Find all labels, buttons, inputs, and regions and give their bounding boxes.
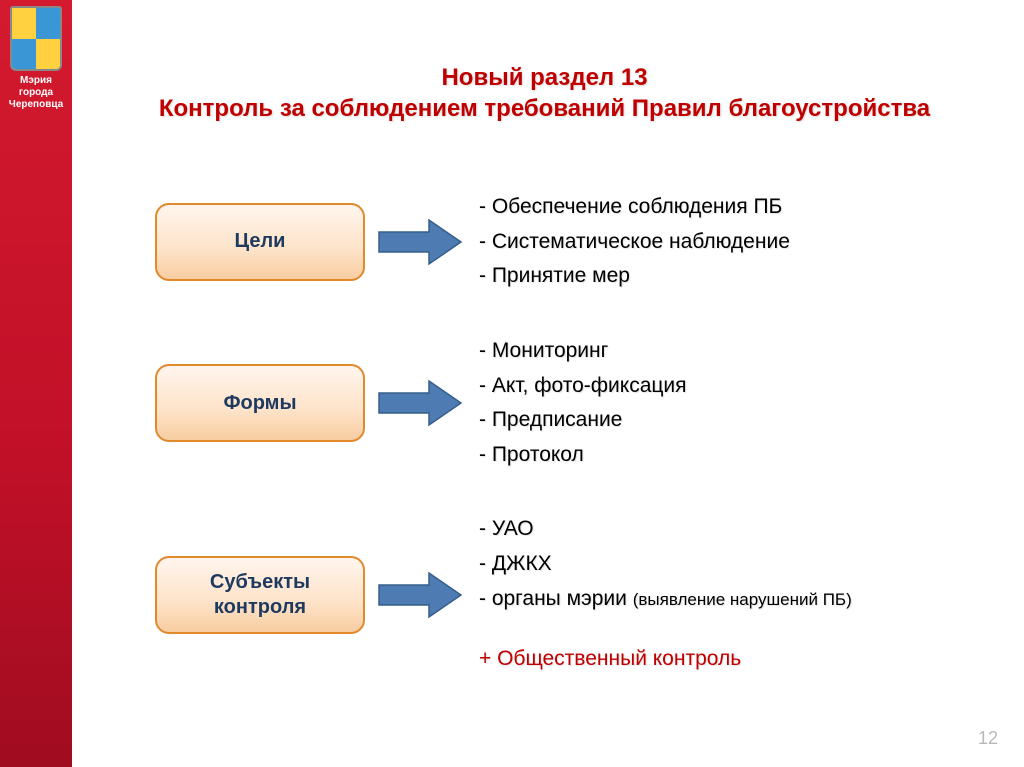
list-item: - УАО xyxy=(479,512,852,547)
title-line2: Контроль за соблюдением требований Прави… xyxy=(159,95,930,122)
org-caption: Мэрия города Череповца xyxy=(0,75,72,111)
title-line1: Новый раздел 13 xyxy=(441,64,647,91)
box-goals: Цели xyxy=(155,203,365,281)
org-line3: Череповца xyxy=(9,99,63,110)
org-line2: города xyxy=(19,87,53,98)
diagram-rows: Цели - Обеспечение соблюдения ПБ- Система… xyxy=(155,190,955,717)
diagram-row: Формы- Мониторинг- Акт, фото-фиксация- П… xyxy=(155,334,955,473)
box-forms: Формы xyxy=(155,364,365,442)
list-item: - ДЖКХ xyxy=(479,547,852,582)
row-items: - УАО- ДЖКХ- органы мэрии (выявление нар… xyxy=(479,512,852,677)
row-items: - Мониторинг- Акт, фото-фиксация- Предпи… xyxy=(479,334,687,473)
list-item: - Принятие мер xyxy=(479,259,790,294)
sidebar: Мэрия города Череповца xyxy=(0,0,72,767)
list-item: - Мониторинг xyxy=(479,334,687,369)
list-item: - Протокол xyxy=(479,438,687,473)
diagram-row: Цели - Обеспечение соблюдения ПБ- Система… xyxy=(155,190,955,294)
arrow-right-icon xyxy=(375,212,465,272)
list-item: - Обеспечение соблюдения ПБ xyxy=(479,190,790,225)
org-line1: Мэрия xyxy=(20,75,52,86)
city-crest-icon xyxy=(10,6,62,71)
list-item: - Систематическое наблюдение xyxy=(479,225,790,260)
arrow-right-icon xyxy=(375,565,465,625)
page-number: 12 xyxy=(978,728,998,749)
extra-note: + Общественный контроль xyxy=(479,642,852,677)
box-subjects: Субъекты контроля xyxy=(155,556,365,634)
list-item-paren: (выявление нарушений ПБ) xyxy=(633,590,852,609)
diagram-row: Субъекты контроля - УАО- ДЖКХ- органы мэр… xyxy=(155,512,955,677)
list-item: - Акт, фото-фиксация xyxy=(479,369,687,404)
list-item: - органы мэрии (выявление нарушений ПБ) xyxy=(479,582,852,617)
row-items: - Обеспечение соблюдения ПБ- Систематиче… xyxy=(479,190,790,294)
arrow-right-icon xyxy=(375,373,465,433)
list-item: - Предписание xyxy=(479,403,687,438)
page-title: Новый раздел 13 Контроль за соблюдением … xyxy=(95,62,994,124)
